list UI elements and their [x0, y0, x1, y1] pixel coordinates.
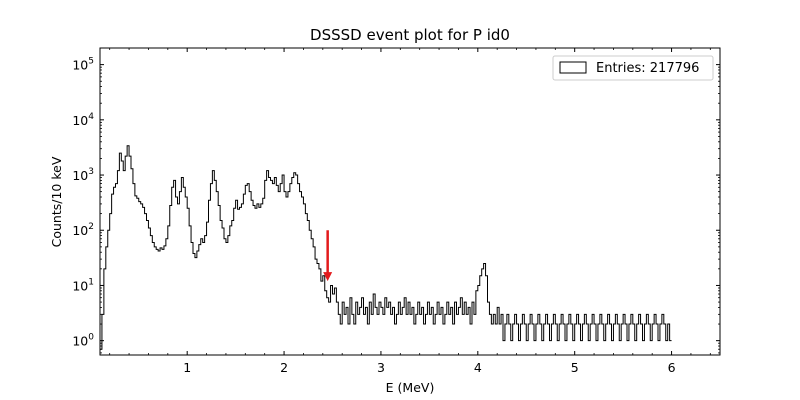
- legend-box: [552, 55, 714, 81]
- legend: Entries: 217796: [552, 55, 714, 81]
- legend-entry: Entries: 217796: [596, 61, 699, 76]
- chart-title: DSSSD event plot for P id0: [310, 26, 510, 44]
- annotation-arrow-head: [323, 272, 333, 282]
- x-tick-label: 6: [668, 360, 676, 375]
- annotation-layer: [323, 230, 333, 282]
- y-axis-label: Counts/10 keV: [49, 156, 64, 247]
- x-axis: 1 2 3 4 5 6: [109, 48, 711, 375]
- y-tick-label: 103: [72, 167, 94, 183]
- plot-frame: [99, 47, 721, 356]
- y-tick-label: 104: [72, 112, 94, 128]
- y-tick-label: 105: [72, 57, 94, 73]
- y-tick-label: 101: [72, 277, 94, 293]
- x-tick-label: 1: [183, 360, 191, 375]
- x-tick-label: 3: [377, 360, 385, 375]
- x-tick-label: 2: [280, 360, 288, 375]
- series-layer: [100, 145, 672, 350]
- series-line-0: [100, 145, 672, 350]
- plot-area: 1 2 3 4 5 6 100 101 102 103 104 105: [72, 47, 721, 375]
- x-tick-label: 4: [474, 360, 482, 375]
- legend-swatch: [559, 61, 587, 74]
- y-axis: 100 101 102 103 104 105: [72, 47, 720, 354]
- x-tick-label: 5: [571, 360, 579, 375]
- y-tick-label: 100: [72, 333, 94, 349]
- x-axis-label: E (MeV): [386, 380, 435, 395]
- y-tick-label: 102: [72, 222, 94, 238]
